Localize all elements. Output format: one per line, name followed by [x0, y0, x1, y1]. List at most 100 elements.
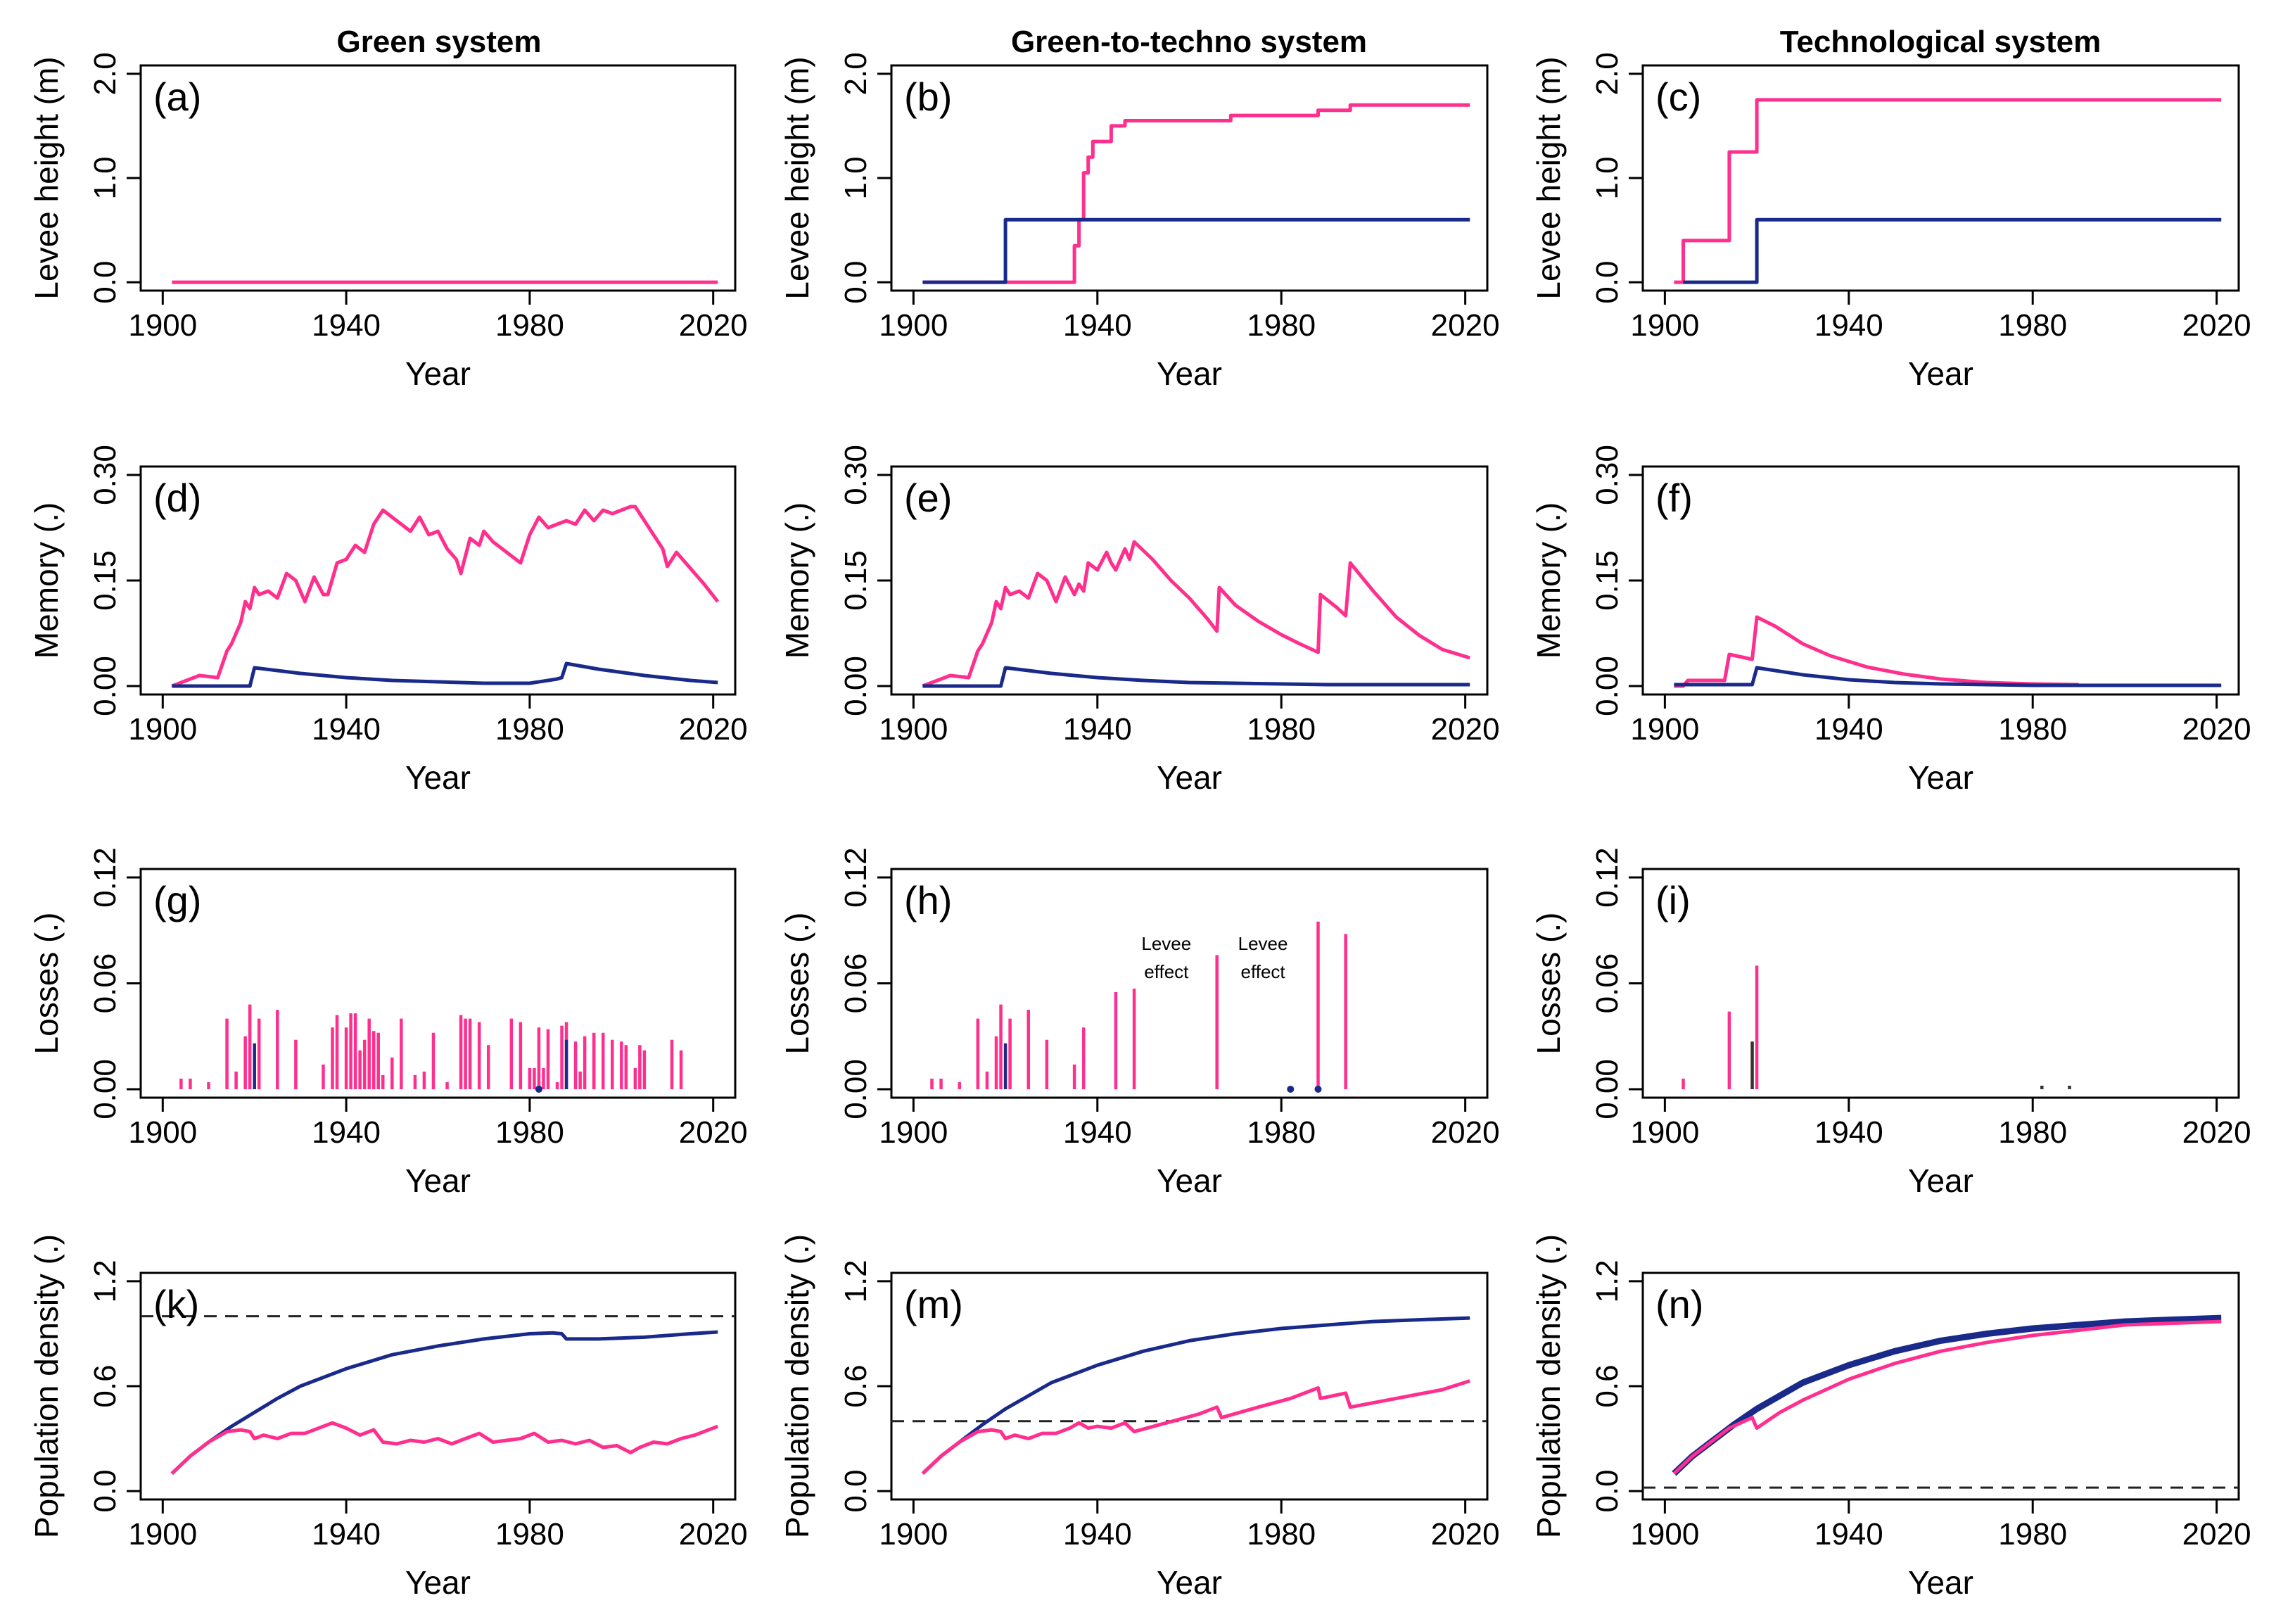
panel-label: (h) — [904, 878, 952, 922]
column-title-green-to-techno: Green-to-techno system — [1011, 25, 1367, 59]
x-tick-label: 1980 — [1247, 1517, 1316, 1552]
annotation-levee-effect: effect — [1144, 961, 1189, 982]
y-tick-label: 0.0 — [1590, 1469, 1625, 1512]
x-tick-label: 1900 — [879, 712, 948, 747]
x-axis-label: Year — [405, 1162, 471, 1199]
y-axis-label: Levee height (m) — [1530, 56, 1567, 299]
y-tick-label: 1.0 — [1590, 156, 1625, 199]
y-tick-label: 0.00 — [839, 1059, 873, 1119]
panel-label: (d) — [153, 476, 201, 520]
series-blue-line — [922, 666, 1470, 688]
x-tick-label: 1900 — [1630, 1115, 1699, 1150]
y-tick-label: 0.12 — [839, 847, 873, 908]
y-axis-label: Losses (.) — [28, 913, 65, 1055]
annotation-levee-effect: Levee — [1238, 933, 1288, 954]
panel-label: (i) — [1655, 878, 1691, 922]
y-tick-label: 0.06 — [1590, 953, 1625, 1014]
x-tick-label: 1940 — [1063, 308, 1132, 343]
y-tick-label: 1.2 — [1590, 1260, 1625, 1302]
x-tick-label: 1900 — [128, 1517, 197, 1552]
panel-n: 1900 1940 1980 2020 0.0 0.6 1.2 Year Population … — [1530, 1234, 2251, 1601]
plot-frame — [139, 1271, 737, 1501]
y-axis-label: Population density (.) — [28, 1234, 65, 1538]
x-tick-label: 1980 — [495, 712, 564, 747]
data-layer — [1674, 615, 2222, 688]
series-pink-line — [1672, 1319, 2222, 1476]
plot-frame — [890, 465, 1489, 696]
x-axis-label: Year — [1908, 759, 1973, 796]
y-tick-label: 0.00 — [839, 656, 873, 716]
y-tick-label: 2.0 — [839, 52, 873, 95]
x-tick-label: 1940 — [1063, 712, 1132, 747]
y-axis-label: Memory (.) — [779, 502, 815, 659]
x-tick-label: 1940 — [1063, 1517, 1132, 1552]
annotation-levee-effect: effect — [1241, 961, 1286, 982]
x-tick-label: 2020 — [1431, 712, 1500, 747]
x-tick-label: 1900 — [128, 712, 197, 747]
y-tick-label: 1.0 — [839, 156, 873, 199]
y-tick-label: 0.0 — [88, 1469, 122, 1512]
y-tick-label: 0.6 — [839, 1364, 873, 1407]
y-tick-label: 2.0 — [1590, 52, 1625, 95]
y-tick-label: 0.06 — [88, 953, 122, 1014]
panel-a: 1900 1940 1980 2020 0.0 1.0 2.0 Year Levee heigh… — [28, 52, 748, 392]
x-axis-label: Year — [1157, 1162, 1222, 1199]
panel-label: (b) — [904, 75, 952, 119]
y-axis-label: Population density (.) — [1530, 1234, 1567, 1538]
x-tick-label: 1900 — [879, 1517, 948, 1552]
y-tick-label: 0.30 — [839, 445, 873, 505]
y-tick-label: 0.12 — [88, 847, 122, 908]
y-tick-label: 1.0 — [88, 156, 122, 199]
data-layer — [1674, 98, 2222, 284]
y-tick-label: 2.0 — [88, 52, 122, 95]
panel-label: (m) — [904, 1282, 963, 1326]
series-pink-line — [921, 1379, 1470, 1476]
panel-m: 1900 1940 1980 2020 0.0 0.6 1.2 Year Population … — [779, 1234, 1500, 1601]
y-tick-label: 0.15 — [88, 550, 122, 611]
x-tick-label: 1940 — [1063, 1115, 1132, 1150]
plot-frame — [890, 1271, 1489, 1501]
series-pink-line — [170, 1421, 719, 1476]
plot-frame — [1641, 465, 2240, 696]
data-layer — [1681, 965, 2071, 1089]
y-axis-label: Memory (.) — [28, 502, 65, 659]
x-tick-label: 2020 — [2182, 1115, 2251, 1150]
x-tick-label: 2020 — [2182, 1517, 2251, 1552]
series-blue-line — [1683, 217, 2222, 284]
series-blue-line — [1674, 666, 2222, 687]
panel-e: 1900 1940 1980 2020 0.00 0.15 0.30 Year Memory (… — [779, 445, 1500, 796]
series-blue-line — [922, 217, 1470, 284]
y-tick-label: 0.15 — [839, 550, 873, 611]
panel-k: 1900 1940 1980 2020 0.0 0.6 1.2 Year Population … — [28, 1234, 748, 1601]
y-tick-label: 0.0 — [88, 261, 122, 304]
x-axis-label: Year — [405, 759, 471, 796]
x-axis-label: Year — [1908, 1162, 1973, 1199]
x-axis-label: Year — [1908, 355, 1973, 392]
data-layer — [922, 103, 1470, 284]
y-tick-label: 0.00 — [1590, 656, 1625, 716]
x-tick-label: 1940 — [1814, 1115, 1883, 1150]
panel-label: (e) — [904, 476, 952, 520]
panel-b: 1900 1940 1980 2020 0.0 1.0 2.0 Year Levee heigh… — [779, 52, 1500, 392]
x-axis-label: Year — [1157, 355, 1222, 392]
panel-label: (g) — [153, 878, 201, 922]
column-title-green: Green system — [336, 25, 541, 59]
x-tick-label: 2020 — [679, 712, 748, 747]
data-layer — [922, 540, 1470, 688]
x-tick-label: 1980 — [1247, 308, 1316, 343]
x-axis-label: Year — [1157, 759, 1222, 796]
annotation-levee-effect: Levee — [1141, 933, 1191, 954]
x-tick-label: 1980 — [495, 1517, 564, 1552]
x-tick-label: 2020 — [679, 1517, 748, 1552]
plot-frame — [139, 868, 737, 1099]
x-tick-label: 2020 — [1431, 1517, 1500, 1552]
x-tick-label: 1900 — [879, 308, 948, 343]
y-axis-label: Population density (.) — [779, 1234, 815, 1538]
x-tick-label: 1980 — [495, 308, 564, 343]
y-tick-label: 0.0 — [839, 261, 873, 304]
panel-label: (a) — [153, 75, 201, 119]
panel-label: (f) — [1655, 476, 1693, 520]
plot-frame — [1641, 1271, 2240, 1501]
plot-frame — [890, 64, 1489, 292]
y-tick-label: 0.30 — [88, 445, 122, 505]
